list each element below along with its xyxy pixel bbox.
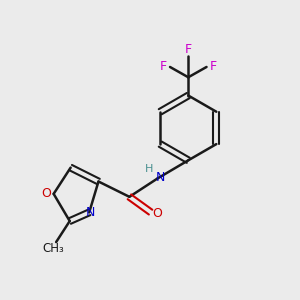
Text: F: F (160, 61, 167, 74)
Text: H: H (145, 164, 153, 174)
Text: F: F (209, 61, 217, 74)
Text: CH₃: CH₃ (42, 242, 64, 255)
Text: N: N (86, 206, 95, 219)
Text: O: O (41, 188, 51, 200)
Text: F: F (185, 43, 192, 56)
Text: O: O (152, 207, 162, 220)
Text: N: N (156, 172, 166, 184)
